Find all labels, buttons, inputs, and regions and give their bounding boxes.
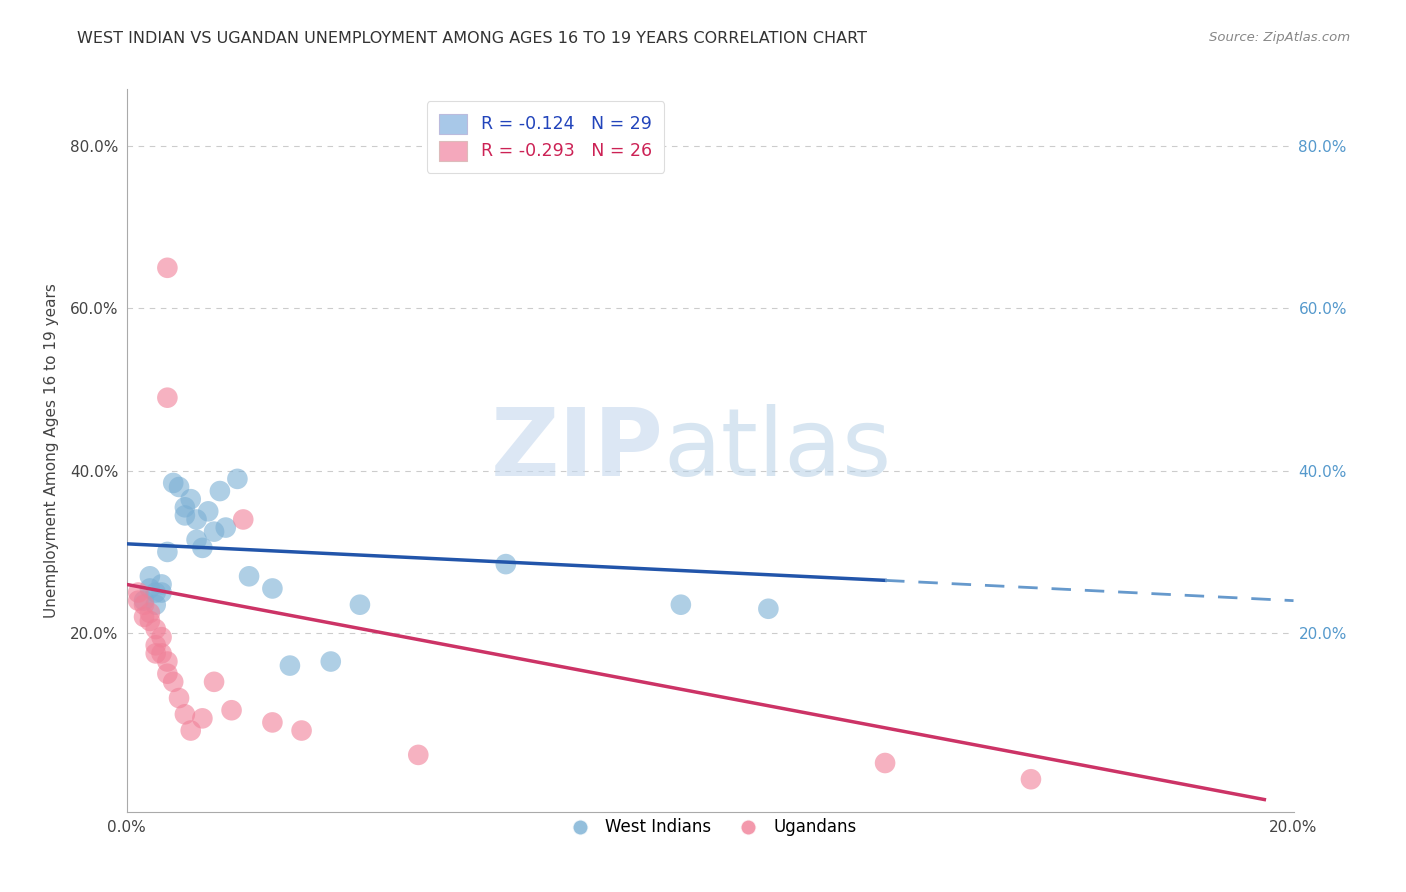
Point bbox=[167, 691, 190, 706]
Point bbox=[150, 647, 173, 661]
Point bbox=[174, 500, 197, 515]
Point bbox=[132, 593, 155, 607]
Point bbox=[139, 606, 162, 620]
Point bbox=[1019, 772, 1042, 787]
Point bbox=[139, 614, 162, 628]
Point bbox=[349, 598, 371, 612]
Text: WEST INDIAN VS UGANDAN UNEMPLOYMENT AMONG AGES 16 TO 19 YEARS CORRELATION CHART: WEST INDIAN VS UGANDAN UNEMPLOYMENT AMON… bbox=[77, 31, 868, 46]
Point bbox=[215, 520, 238, 534]
Point bbox=[495, 557, 517, 571]
Point bbox=[191, 711, 214, 725]
Point bbox=[145, 647, 167, 661]
Point bbox=[145, 638, 167, 652]
Point bbox=[162, 674, 184, 689]
Point bbox=[174, 508, 197, 523]
Point bbox=[127, 585, 149, 599]
Point bbox=[162, 475, 184, 490]
Point bbox=[186, 533, 208, 547]
Y-axis label: Unemployment Among Ages 16 to 19 years: Unemployment Among Ages 16 to 19 years bbox=[44, 283, 59, 618]
Text: atlas: atlas bbox=[664, 404, 891, 497]
Point bbox=[132, 610, 155, 624]
Point bbox=[408, 747, 430, 762]
Point bbox=[150, 577, 173, 591]
Point bbox=[156, 545, 179, 559]
Point bbox=[232, 512, 254, 526]
Point bbox=[139, 582, 162, 596]
Point bbox=[756, 601, 779, 615]
Point bbox=[127, 593, 149, 607]
Point bbox=[262, 715, 284, 730]
Point bbox=[290, 723, 312, 738]
Point bbox=[202, 674, 225, 689]
Point bbox=[180, 723, 202, 738]
Point bbox=[180, 492, 202, 507]
Point bbox=[278, 658, 301, 673]
Point bbox=[156, 666, 179, 681]
Point bbox=[156, 391, 179, 405]
Point bbox=[139, 569, 162, 583]
Point bbox=[174, 707, 197, 722]
Text: Source: ZipAtlas.com: Source: ZipAtlas.com bbox=[1209, 31, 1350, 45]
Point bbox=[150, 585, 173, 599]
Point bbox=[221, 703, 243, 717]
Point bbox=[145, 598, 167, 612]
Point bbox=[150, 630, 173, 644]
Point bbox=[167, 480, 190, 494]
Text: ZIP: ZIP bbox=[491, 404, 664, 497]
Point bbox=[208, 484, 231, 499]
Point bbox=[186, 512, 208, 526]
Point bbox=[238, 569, 260, 583]
Point bbox=[319, 655, 342, 669]
Point bbox=[191, 541, 214, 555]
Point bbox=[156, 260, 179, 275]
Point bbox=[875, 756, 897, 770]
Point bbox=[197, 504, 219, 518]
Point bbox=[669, 598, 692, 612]
Point bbox=[226, 472, 249, 486]
Point bbox=[132, 598, 155, 612]
Point bbox=[262, 582, 284, 596]
Point bbox=[145, 622, 167, 636]
Point bbox=[156, 655, 179, 669]
Point bbox=[145, 585, 167, 599]
Point bbox=[202, 524, 225, 539]
Legend: West Indians, Ugandans: West Indians, Ugandans bbox=[557, 812, 863, 843]
